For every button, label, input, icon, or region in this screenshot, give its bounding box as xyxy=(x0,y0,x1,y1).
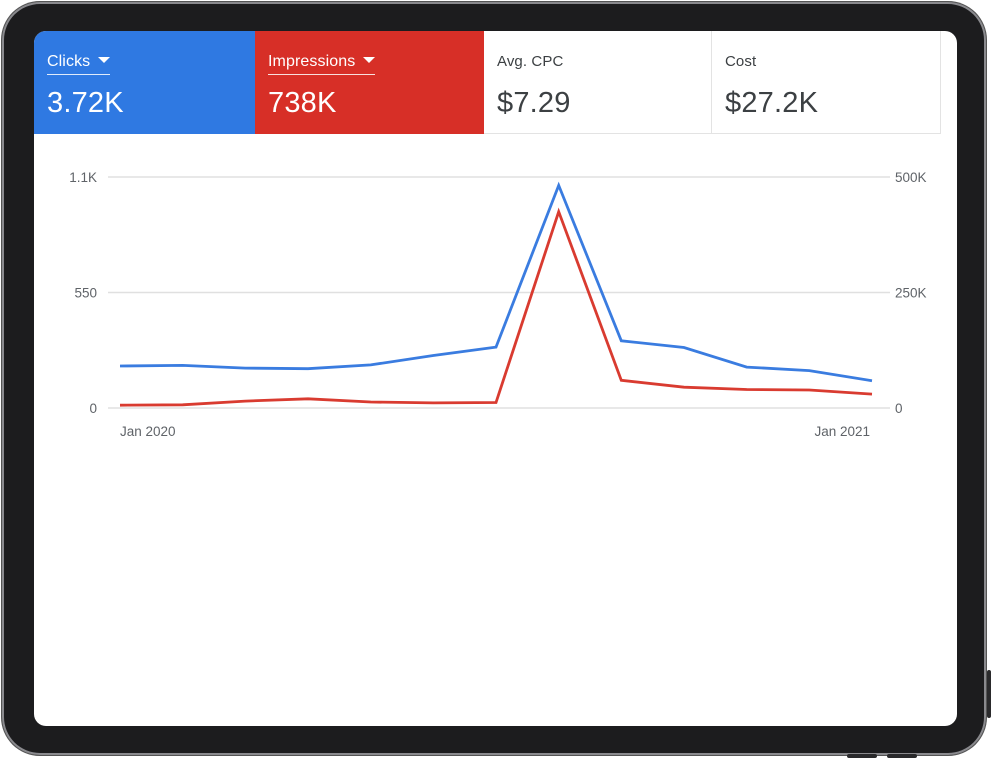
y-left-tick-label: 550 xyxy=(74,286,97,301)
series-line-clicks xyxy=(119,181,873,383)
metric-label-clicks: Clicks xyxy=(47,53,91,70)
metric-label-cost: Cost xyxy=(725,53,757,70)
metric-value-impressions: 738K xyxy=(268,87,337,119)
metric-card-cost[interactable]: Cost $27.2K xyxy=(712,31,941,134)
line-chart: 0 0 550 250K 1.1K 500K Jan 2020 Jan 2021 xyxy=(69,170,927,439)
side-button xyxy=(987,670,991,718)
volume-button-2 xyxy=(887,754,917,758)
metric-card-avg-cpc[interactable]: Avg. CPC $7.29 xyxy=(484,31,712,134)
metric-label-avg-cpc: Avg. CPC xyxy=(497,53,564,70)
screen: Clicks 3.72K Impressions 738K Avg. CPC $… xyxy=(34,31,957,726)
metric-dropdown-impressions[interactable]: Impressions xyxy=(268,53,376,75)
y-left-tick-label: 1.1K xyxy=(69,170,97,185)
x-tick-label: Jan 2020 xyxy=(120,424,176,439)
metric-card-clicks[interactable]: Clicks 3.72K xyxy=(34,31,255,134)
metric-dropdown-clicks[interactable]: Clicks xyxy=(47,53,111,75)
series-line-impressions xyxy=(119,207,873,407)
metric-value-cost: $27.2K xyxy=(725,87,819,119)
volume-button-1 xyxy=(847,754,877,758)
y-right-tick-label: 250K xyxy=(895,286,927,301)
caret-down-icon xyxy=(98,57,111,63)
y-right-tick-label: 0 xyxy=(895,401,903,416)
metric-value-clicks: 3.72K xyxy=(47,87,124,119)
metric-card-impressions[interactable]: Impressions 738K xyxy=(255,31,484,134)
metric-label-impressions: Impressions xyxy=(268,53,356,70)
x-tick-label: Jan 2021 xyxy=(814,424,870,439)
metric-cards: Clicks 3.72K Impressions 738K Avg. CPC $… xyxy=(34,31,957,134)
caret-down-icon xyxy=(363,57,376,63)
y-right-tick-label: 500K xyxy=(895,170,927,185)
metric-value-avg-cpc: $7.29 xyxy=(497,87,571,119)
y-left-tick-label: 0 xyxy=(89,401,97,416)
